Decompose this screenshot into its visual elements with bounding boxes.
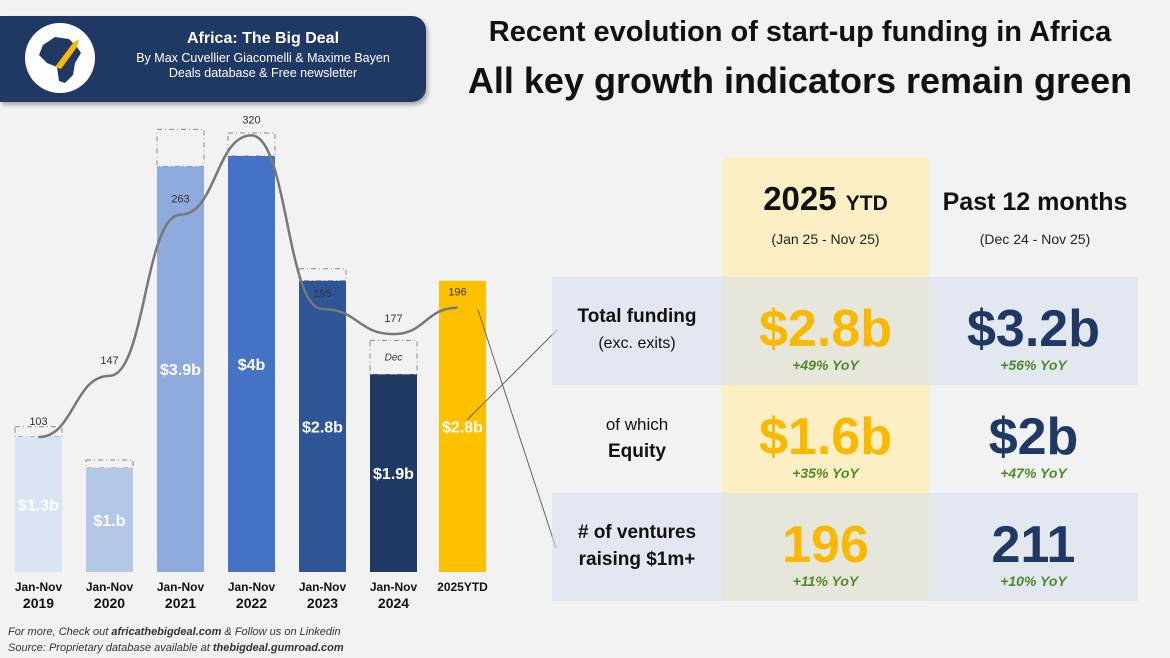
l12m-value: $3.2b — [967, 300, 1100, 358]
africa-rocket-logo — [25, 23, 95, 93]
banner-tagline: Deals database & Free newsletter — [168, 66, 358, 80]
ventures-count-label: 263 — [171, 194, 189, 206]
dec-annotation: Dec — [385, 352, 403, 363]
x-axis-label: Jan-Nov 2020 — [85, 580, 134, 611]
l12m-value: $2b — [988, 408, 1079, 466]
row-label: Total funding (exc. exits) — [577, 306, 697, 352]
ventures-count-label: 195 — [313, 288, 331, 300]
row-label: of which Equity — [605, 415, 669, 462]
page-title: Recent evolution of start-up funding in … — [488, 16, 1112, 48]
bar-value-label: $4b — [238, 357, 266, 374]
bar-value-label: $1.b — [93, 513, 125, 530]
website-link[interactable]: africathebigdeal.com — [111, 626, 222, 638]
ventures-line — [38, 134, 458, 439]
header-banner: Africa: The Big Deal By Max Cuvellier Gi… — [0, 16, 426, 102]
ventures-count-label: 177 — [384, 313, 402, 325]
l12m-yoy: +47% YoY — [1000, 465, 1067, 481]
ytd-value: $1.6b — [759, 408, 892, 466]
bar-value-label: $3.9b — [160, 362, 201, 379]
arrow-to-ventures — [477, 309, 557, 549]
ytd-yoy: +11% YoY — [792, 573, 859, 589]
page-subtitle: All key growth indicators remain green — [467, 60, 1133, 101]
ytd-header: 2025 YTD — [763, 180, 888, 217]
ytd-range: (Jan 25 - Nov 25) — [771, 231, 880, 247]
l12m-value: 211 — [991, 516, 1076, 574]
l12m-yoy: +10% YoY — [1000, 573, 1067, 589]
funding-bar — [439, 280, 486, 572]
l12m-header: Past 12 months — [942, 188, 1128, 216]
x-axis-label: 2025YTD — [437, 580, 488, 594]
ytd-yoy: +49% YoY — [792, 357, 859, 373]
banner-authors: By Max Cuvellier Giacomelli & Maxime Bay… — [136, 51, 390, 65]
remaining-period-box — [298, 268, 347, 282]
funding-chart: $1.3b $1.b $3.9b $4b $2.8b $1.9b $2.8b Dec 103 14… — [14, 114, 558, 572]
remaining-period-box — [227, 132, 276, 157]
footer: For more, Check out africathebigdeal.com… — [8, 626, 344, 654]
ytd-value: 196 — [782, 516, 869, 574]
ventures-count-label: 196 — [448, 287, 466, 299]
arrow-to-total — [466, 329, 558, 421]
x-axis-label: Jan-Nov 2021 — [156, 580, 205, 611]
ytd-value: $2.8b — [759, 300, 892, 358]
l12m-yoy: +56% YoY — [1000, 357, 1067, 373]
ventures-count-label: 320 — [242, 114, 260, 126]
ytd-yoy: +35% YoY — [792, 465, 859, 481]
remaining-period-box — [85, 459, 134, 469]
gumroad-link[interactable]: thebigdeal.gumroad.com — [212, 642, 344, 654]
banner-title: Africa: The Big Deal — [186, 30, 340, 47]
funding-bar — [370, 374, 417, 572]
funding-bar — [228, 156, 275, 572]
row-bg-total — [552, 277, 1138, 385]
bar-value-label: $2.8b — [302, 419, 343, 436]
funding-bar — [15, 436, 62, 572]
l12m-range: (Dec 24 - Nov 25) — [979, 231, 1091, 247]
remaining-period-box — [156, 128, 205, 167]
x-axis-label: Jan-Nov 2023 — [298, 580, 347, 611]
bar-value-label: $2.8b — [442, 419, 483, 436]
funding-bar — [157, 166, 204, 572]
x-axis-label: Jan-Nov 2024 — [369, 580, 418, 611]
funding-bar — [86, 468, 133, 572]
funding-bar — [299, 280, 346, 572]
x-axis-label: Jan-Nov 2022 — [227, 580, 276, 611]
x-axis-label: Jan-Nov 2019 — [14, 580, 63, 611]
row-bg-ventures — [552, 493, 1138, 601]
ventures-count-label: 147 — [100, 355, 118, 367]
ventures-count-label: 103 — [29, 416, 47, 428]
row-label: # of ventures raising $1m+ — [577, 522, 697, 570]
bar-value-label: $1.9b — [373, 466, 414, 483]
bar-value-label: $1.3b — [18, 497, 59, 514]
